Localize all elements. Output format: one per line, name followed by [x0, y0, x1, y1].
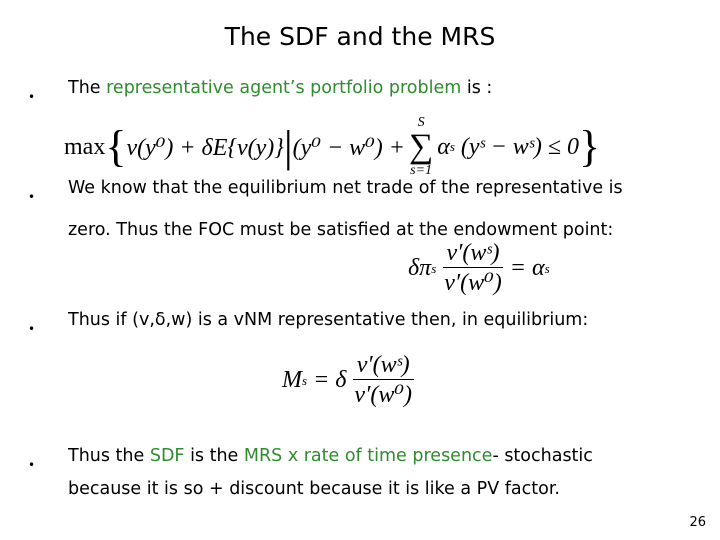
sub: s — [449, 139, 455, 154]
sub: s — [302, 372, 308, 388]
page-number: 26 — [689, 515, 706, 530]
denominator: v′(w⁰) — [354, 382, 412, 408]
sum-top: S — [417, 115, 425, 130]
text: The — [68, 78, 107, 98]
text: - stochastic — [492, 446, 593, 466]
highlight-text: representative agent’s portfolio problem — [106, 78, 462, 98]
eq-max: max — [64, 133, 106, 160]
eq-constraint: (y⁰ − w⁰) + — [292, 134, 405, 161]
eq-objective: v(y⁰) + δE{v(y)} — [126, 134, 284, 161]
bullet-3: Thus if (v,δ,w) is a vNM representative … — [68, 310, 589, 330]
fraction: v′(wˢ) v′(w⁰) — [440, 240, 506, 297]
bullet-4-line-2: because it is so + discount because it i… — [68, 479, 560, 499]
bullet-2-line-1: We know that the equilibrium net trade o… — [68, 178, 623, 198]
bullet-2-line-2: zero. Thus the FOC must be satisfied at … — [68, 220, 614, 240]
highlight-text: MRS x rate of time presence — [243, 446, 493, 466]
eq-lhs: M — [282, 367, 302, 393]
equation-portfolio-problem: max { v(y⁰) + δE{v(y)} | (y⁰ − w⁰) + S ∑ s… — [64, 115, 601, 178]
eq-sum: S ∑ s=1 — [408, 115, 434, 178]
fraction: v′(wˢ) v′(w⁰) — [350, 352, 416, 409]
eq-alpha: α — [437, 133, 450, 160]
eq-lhs: δπ — [408, 255, 432, 281]
highlight-text: SDF — [149, 446, 185, 466]
numerator: v′(wˢ) — [352, 352, 414, 380]
text: is the — [184, 446, 244, 466]
bullet-dot: • — [28, 90, 36, 104]
sub: s — [544, 260, 550, 276]
eq-delta: = δ — [313, 367, 347, 393]
bullet-dot: • — [28, 190, 36, 204]
text: is : — [461, 78, 493, 98]
bullet-1: The representative agent’s portfolio pro… — [68, 78, 492, 98]
sum-bottom: s=1 — [410, 163, 433, 178]
denominator: v′(w⁰) — [444, 270, 502, 296]
sub: s — [431, 260, 437, 276]
bullet-4-line-1: Thus the SDF is the MRS x rate of time p… — [68, 446, 593, 466]
bullet-dot: • — [28, 458, 36, 472]
text: Thus the — [68, 446, 150, 466]
slide-title: The SDF and the MRS — [224, 22, 496, 51]
numerator: v′(wˢ) — [442, 240, 504, 268]
eq-tail: (yˢ − wˢ) ≤ 0 — [460, 133, 580, 160]
bullet-dot: • — [28, 322, 36, 336]
eq-rhs: = α — [509, 255, 545, 281]
